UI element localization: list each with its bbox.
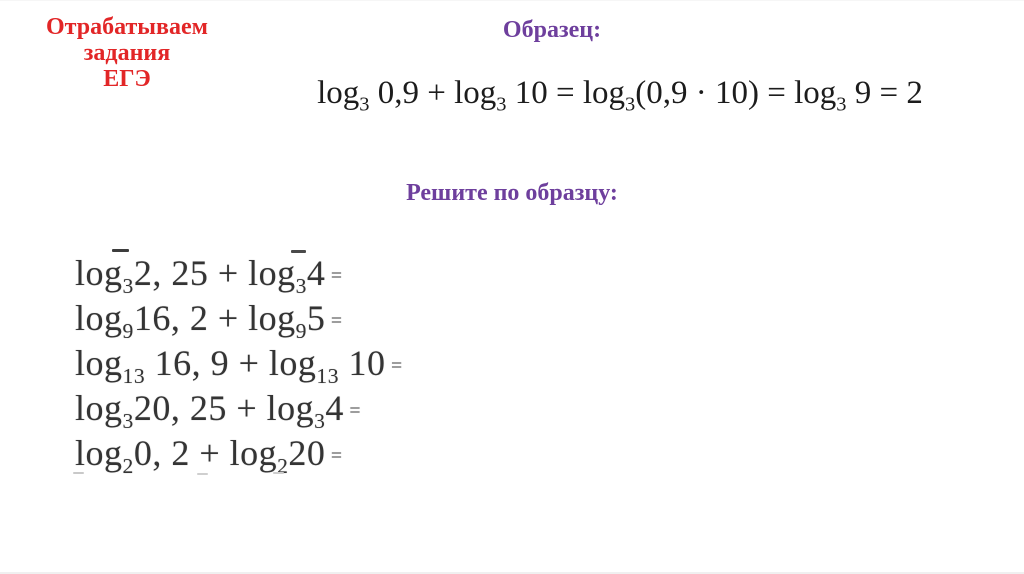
exercise-line: log20, 2 + log220 = (75, 432, 403, 477)
formula-text: 2, 25 + log (133, 253, 296, 293)
exercise-line: log13 16, 9 + log13 10 = (75, 342, 403, 387)
formula-text: 0,9 + log (369, 75, 497, 111)
formula-text: log (75, 253, 123, 293)
formula-text: 20 (288, 433, 326, 474)
title-line-1: Отрабатываем (46, 14, 208, 40)
scan-artifact (73, 472, 84, 474)
formula-text: log (75, 298, 123, 339)
formula-text: 9 = 2 (846, 75, 923, 111)
formula-text: 5 (306, 298, 326, 339)
title-line-2: задания (83, 40, 171, 66)
scan-artifact (112, 249, 129, 252)
log-base-subscript: 3 (295, 274, 307, 299)
log-base-subscript: 9 (295, 319, 307, 344)
formula-text: 16, 9 + log (145, 343, 317, 384)
sample-formula: log3 0,9 + log3 10 = log3(0,9 · 10) = lo… (275, 75, 965, 115)
formula-text: = (343, 400, 362, 423)
log-base-subscript: 13 (316, 364, 340, 389)
title-line-3: ЕГЭ (103, 66, 151, 92)
exercise-list: log32, 25 + log34 = log916, 2 + log95 = lo… (75, 252, 403, 477)
slide-title: Отрабатываем задания ЕГЭ (18, 14, 236, 92)
formula-text: log (75, 433, 123, 474)
formula-text: log (317, 75, 360, 111)
formula-text: 4 (306, 253, 326, 293)
scan-artifact (197, 473, 208, 475)
formula-text: 0, 2 + log (133, 433, 278, 474)
log-base-subscript: 9 (122, 319, 134, 344)
log-base-subscript: 3 (122, 409, 134, 434)
formula-text: 10 = log (506, 75, 626, 111)
log-base-subscript: 3 (496, 93, 507, 116)
formula-text: 20, 25 + log (133, 388, 315, 429)
scan-artifact (273, 472, 284, 474)
log-base-subscript: 3 (122, 274, 134, 299)
exercise-line: log320, 25 + log34 = (75, 387, 403, 432)
exercise-line: log32, 25 + log34 = (75, 252, 403, 297)
sample-heading: Образец: (502, 17, 602, 43)
formula-text: = (325, 310, 343, 333)
log-base-subscript: 2 (277, 454, 289, 479)
formula-text: log (75, 343, 123, 384)
formula-text: 4 (325, 388, 344, 429)
log-base-subscript: 2 (122, 454, 134, 479)
log-base-subscript: 3 (359, 93, 370, 116)
formula-text: log (75, 388, 123, 429)
formula-text: (0,9 · 10) = log (635, 75, 837, 111)
formula-text: = (385, 355, 403, 378)
task-heading: Решите по образцу: (406, 180, 618, 206)
formula-text: = (325, 265, 343, 288)
log-base-subscript: 13 (122, 364, 146, 389)
log-base-subscript: 3 (625, 93, 636, 116)
log-base-subscript: 3 (314, 409, 326, 434)
formula-text: 16, 2 + log (133, 298, 296, 339)
formula-text: 10 (339, 343, 386, 384)
exercise-line: log916, 2 + log95 = (75, 297, 403, 342)
scan-artifact (291, 250, 306, 253)
formula-text: = (325, 445, 343, 468)
log-base-subscript: 3 (836, 93, 847, 116)
